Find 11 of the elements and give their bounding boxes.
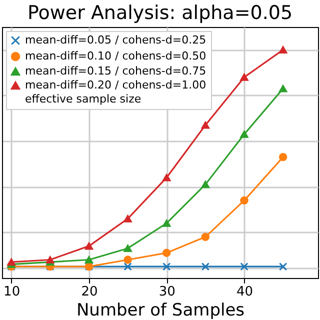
x-axis-title: Number of Samples [76,300,245,320]
chart-title: Power Analysis: alpha=0.05 [27,2,293,24]
text: effective sample size [25,92,142,106]
x-tick-label: 10 [4,284,20,300]
legend-label: mean-diff=0.05 / cohens-d=0.25 [25,34,206,46]
legend-label: mean-diff=0.20 / cohens-d=1.00 [25,78,206,92]
x-tick-label: 20 [81,284,98,300]
legend-label: mean-diff=0.10 / cohens-d=0.50 [25,50,206,62]
x-tick-label: 30 [158,284,176,300]
x-tick-label: 40 [236,284,254,300]
legend-label: mean-diff=0.15 / cohens-d=0.75 [25,64,206,78]
